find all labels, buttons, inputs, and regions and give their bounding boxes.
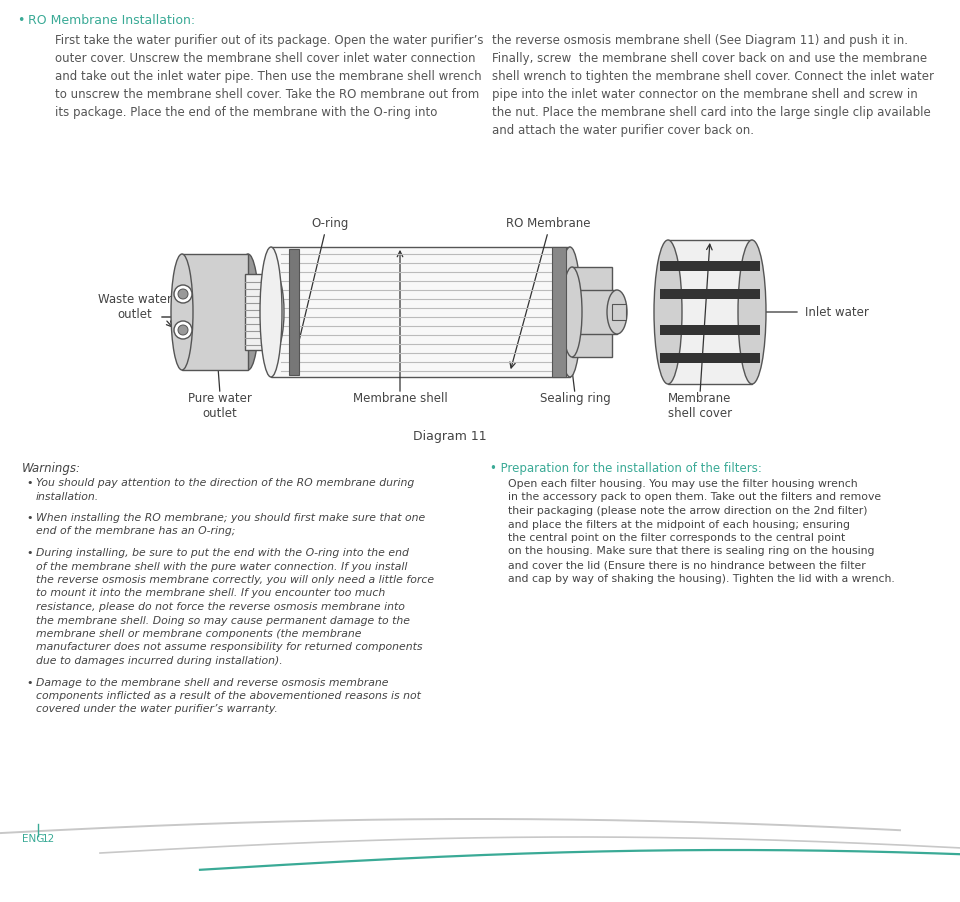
Text: shell wrench to tighten the membrane shell cover. Connect the inlet water: shell wrench to tighten the membrane she… bbox=[492, 70, 934, 83]
Text: and place the filters at the midpoint of each housing; ensuring: and place the filters at the midpoint of… bbox=[508, 520, 850, 529]
Text: •: • bbox=[18, 14, 30, 27]
Text: and take out the inlet water pipe. Then use the membrane shell wrench: and take out the inlet water pipe. Then … bbox=[55, 70, 482, 83]
Circle shape bbox=[174, 321, 192, 339]
Text: RO Membrane: RO Membrane bbox=[506, 217, 590, 230]
Circle shape bbox=[174, 285, 192, 303]
Polygon shape bbox=[572, 267, 612, 357]
Ellipse shape bbox=[559, 247, 581, 377]
Ellipse shape bbox=[237, 254, 259, 370]
Ellipse shape bbox=[171, 254, 193, 370]
Text: Damage to the membrane shell and reverse osmosis membrane: Damage to the membrane shell and reverse… bbox=[36, 677, 389, 687]
Polygon shape bbox=[289, 249, 299, 375]
Ellipse shape bbox=[266, 274, 284, 350]
Text: O-ring: O-ring bbox=[311, 217, 348, 230]
Polygon shape bbox=[182, 254, 248, 370]
Text: •: • bbox=[26, 548, 33, 558]
Text: the central point on the filter corresponds to the central point: the central point on the filter correspo… bbox=[508, 533, 845, 543]
Text: During installing, be sure to put the end with the O-ring into the end: During installing, be sure to put the en… bbox=[36, 548, 409, 558]
Text: •: • bbox=[26, 513, 33, 523]
Text: 12: 12 bbox=[42, 834, 56, 844]
Text: Warnings:: Warnings: bbox=[22, 462, 81, 475]
Text: Inlet water: Inlet water bbox=[805, 306, 869, 318]
Text: end of the membrane has an O-ring;: end of the membrane has an O-ring; bbox=[36, 527, 235, 537]
Text: When installing the RO membrane; you should first make sure that one: When installing the RO membrane; you sho… bbox=[36, 513, 425, 523]
Polygon shape bbox=[577, 290, 617, 334]
Text: Pure water
outlet: Pure water outlet bbox=[188, 392, 252, 420]
Text: to unscrew the membrane shell cover. Take the RO membrane out from: to unscrew the membrane shell cover. Tak… bbox=[55, 88, 479, 101]
Text: Membrane shell: Membrane shell bbox=[352, 392, 447, 405]
Text: the nut. Place the membrane shell card into the large single clip available: the nut. Place the membrane shell card i… bbox=[492, 106, 931, 119]
Text: resistance, please do not force the reverse osmosis membrane into: resistance, please do not force the reve… bbox=[36, 602, 405, 612]
Text: the reverse osmosis membrane correctly, you will only need a little force: the reverse osmosis membrane correctly, … bbox=[36, 575, 434, 585]
Text: in the accessory pack to open them. Take out the filters and remove: in the accessory pack to open them. Take… bbox=[508, 492, 881, 502]
Text: their packaging (please note the arrow direction on the 2nd filter): their packaging (please note the arrow d… bbox=[508, 506, 868, 516]
Text: outer cover. Unscrew the membrane shell cover inlet water connection: outer cover. Unscrew the membrane shell … bbox=[55, 52, 475, 65]
Ellipse shape bbox=[738, 240, 766, 384]
Text: Waste water
outlet: Waste water outlet bbox=[98, 293, 172, 321]
Text: • Preparation for the installation of the filters:: • Preparation for the installation of th… bbox=[490, 462, 762, 475]
Ellipse shape bbox=[260, 247, 282, 377]
Text: First take the water purifier out of its package. Open the water purifier’s: First take the water purifier out of its… bbox=[55, 34, 484, 47]
Ellipse shape bbox=[607, 290, 627, 334]
Text: installation.: installation. bbox=[36, 492, 99, 502]
Text: RO Membrane Installation:: RO Membrane Installation: bbox=[28, 14, 195, 27]
Polygon shape bbox=[660, 353, 760, 363]
Text: its package. Place the end of the membrane with the O-ring into: its package. Place the end of the membra… bbox=[55, 106, 438, 119]
Circle shape bbox=[178, 325, 188, 335]
Polygon shape bbox=[271, 247, 570, 377]
Text: to mount it into the membrane shell. If you encounter too much: to mount it into the membrane shell. If … bbox=[36, 588, 385, 599]
Text: on the housing. Make sure that there is sealing ring on the housing: on the housing. Make sure that there is … bbox=[508, 547, 875, 557]
Polygon shape bbox=[552, 247, 566, 377]
Polygon shape bbox=[660, 325, 760, 335]
Text: of the membrane shell with the pure water connection. If you install: of the membrane shell with the pure wate… bbox=[36, 562, 407, 572]
Polygon shape bbox=[668, 240, 752, 384]
Text: ENG: ENG bbox=[22, 834, 44, 844]
Text: due to damages incurred during installation).: due to damages incurred during installat… bbox=[36, 656, 283, 666]
Polygon shape bbox=[612, 304, 626, 320]
Text: and cap by way of shaking the housing). Tighten the lid with a wrench.: and cap by way of shaking the housing). … bbox=[508, 574, 895, 584]
Text: pipe into the inlet water connector on the membrane shell and screw in: pipe into the inlet water connector on t… bbox=[492, 88, 918, 101]
Text: Sealing ring: Sealing ring bbox=[540, 392, 611, 405]
Text: •: • bbox=[26, 478, 33, 488]
Text: the reverse osmosis membrane shell (See Diagram 11) and push it in.: the reverse osmosis membrane shell (See … bbox=[492, 34, 908, 47]
Text: Membrane
shell cover: Membrane shell cover bbox=[668, 392, 732, 420]
Ellipse shape bbox=[562, 267, 582, 357]
Text: and cover the lid (Ensure there is no hindrance between the filter: and cover the lid (Ensure there is no hi… bbox=[508, 560, 866, 570]
Ellipse shape bbox=[654, 240, 682, 384]
Text: manufacturer does not assume responsibility for returned components: manufacturer does not assume responsibil… bbox=[36, 642, 422, 652]
Polygon shape bbox=[660, 289, 760, 299]
Polygon shape bbox=[245, 274, 275, 350]
Circle shape bbox=[178, 289, 188, 299]
Text: covered under the water purifier’s warranty.: covered under the water purifier’s warra… bbox=[36, 704, 277, 714]
Text: •: • bbox=[26, 677, 33, 687]
Text: You should pay attention to the direction of the RO membrane during: You should pay attention to the directio… bbox=[36, 478, 415, 488]
Text: Diagram 11: Diagram 11 bbox=[413, 430, 487, 443]
Text: Open each filter housing. You may use the filter housing wrench: Open each filter housing. You may use th… bbox=[508, 479, 857, 489]
Text: the membrane shell. Doing so may cause permanent damage to the: the membrane shell. Doing so may cause p… bbox=[36, 615, 410, 625]
Text: Finally, screw  the membrane shell cover back on and use the membrane: Finally, screw the membrane shell cover … bbox=[492, 52, 927, 65]
Text: membrane shell or membrane components (the membrane: membrane shell or membrane components (t… bbox=[36, 629, 362, 639]
Polygon shape bbox=[660, 261, 760, 271]
Text: and attach the water purifier cover back on.: and attach the water purifier cover back… bbox=[492, 124, 754, 137]
Text: components inflicted as a result of the abovementioned reasons is not: components inflicted as a result of the … bbox=[36, 691, 420, 701]
